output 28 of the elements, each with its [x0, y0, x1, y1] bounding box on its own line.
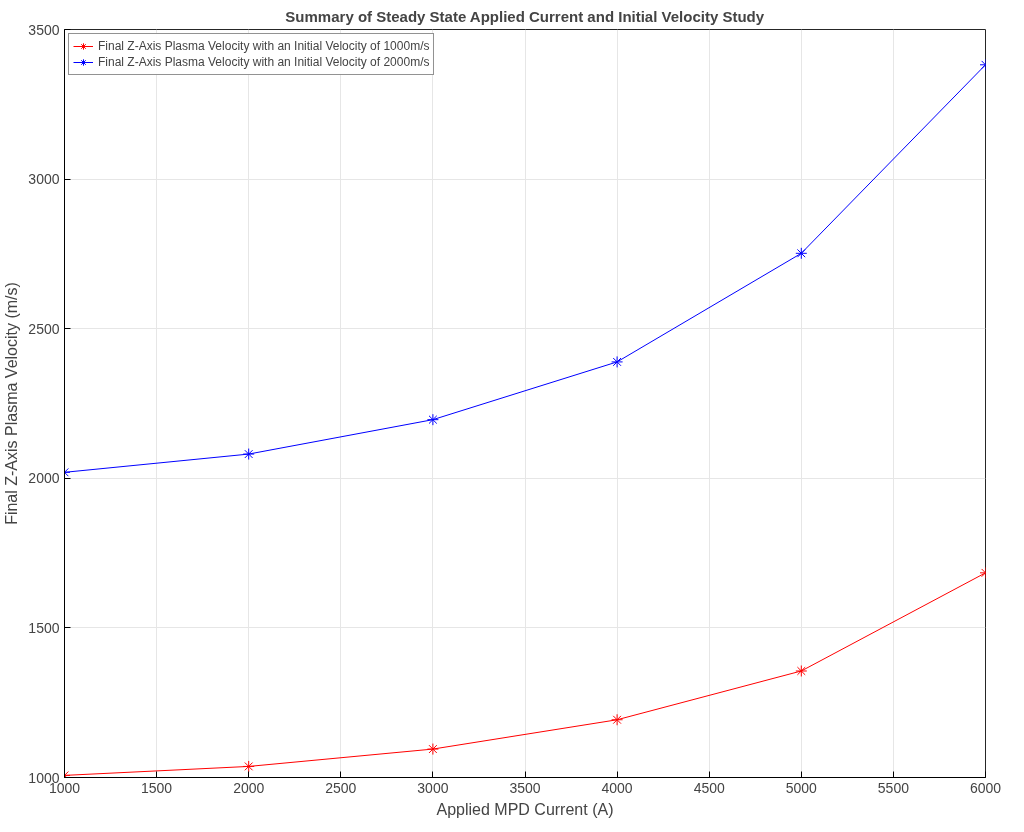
point — [611, 355, 624, 368]
x-tick-label: 2000 — [233, 779, 265, 796]
point — [795, 247, 808, 260]
x-tick-label: 3500 — [509, 779, 541, 796]
x-tick-label: 3000 — [417, 779, 449, 796]
x-tick-label: 1500 — [141, 779, 173, 796]
point — [795, 664, 808, 677]
x-tick-label: 5500 — [877, 779, 910, 796]
y-tick-label: 3000 — [28, 171, 60, 188]
x-tick-label: 5000 — [785, 779, 818, 796]
y-tick-label: 2500 — [28, 320, 60, 337]
legend-label: Final Z-Axis Plasma Velocity with an Initial Velocity of 1000m/s — [98, 39, 430, 53]
y-tick-label: 3500 — [28, 21, 60, 38]
x-tick-label: 4500 — [693, 779, 725, 796]
point — [426, 743, 439, 756]
point — [242, 760, 255, 773]
x-tick-label: 2500 — [325, 779, 357, 796]
x-tick-label: 6000 — [969, 779, 1002, 796]
y-axis-title: Final Z-Axis Plasma Velocity (m/s) — [3, 282, 21, 525]
x-axis-title: Applied MPD Current (A) — [436, 800, 614, 818]
y-tick-label: 1500 — [28, 619, 60, 636]
point — [242, 448, 255, 461]
point — [611, 713, 624, 726]
x-tick-label: 4000 — [601, 779, 633, 796]
y-tick-label: 2000 — [28, 470, 60, 487]
chart-title: Summary of Steady State Applied Current and Initial Velocity Study — [285, 7, 765, 25]
legend-label: Final Z-Axis Plasma Velocity with an Initial Velocity of 2000m/s — [98, 55, 430, 69]
point — [426, 413, 439, 426]
